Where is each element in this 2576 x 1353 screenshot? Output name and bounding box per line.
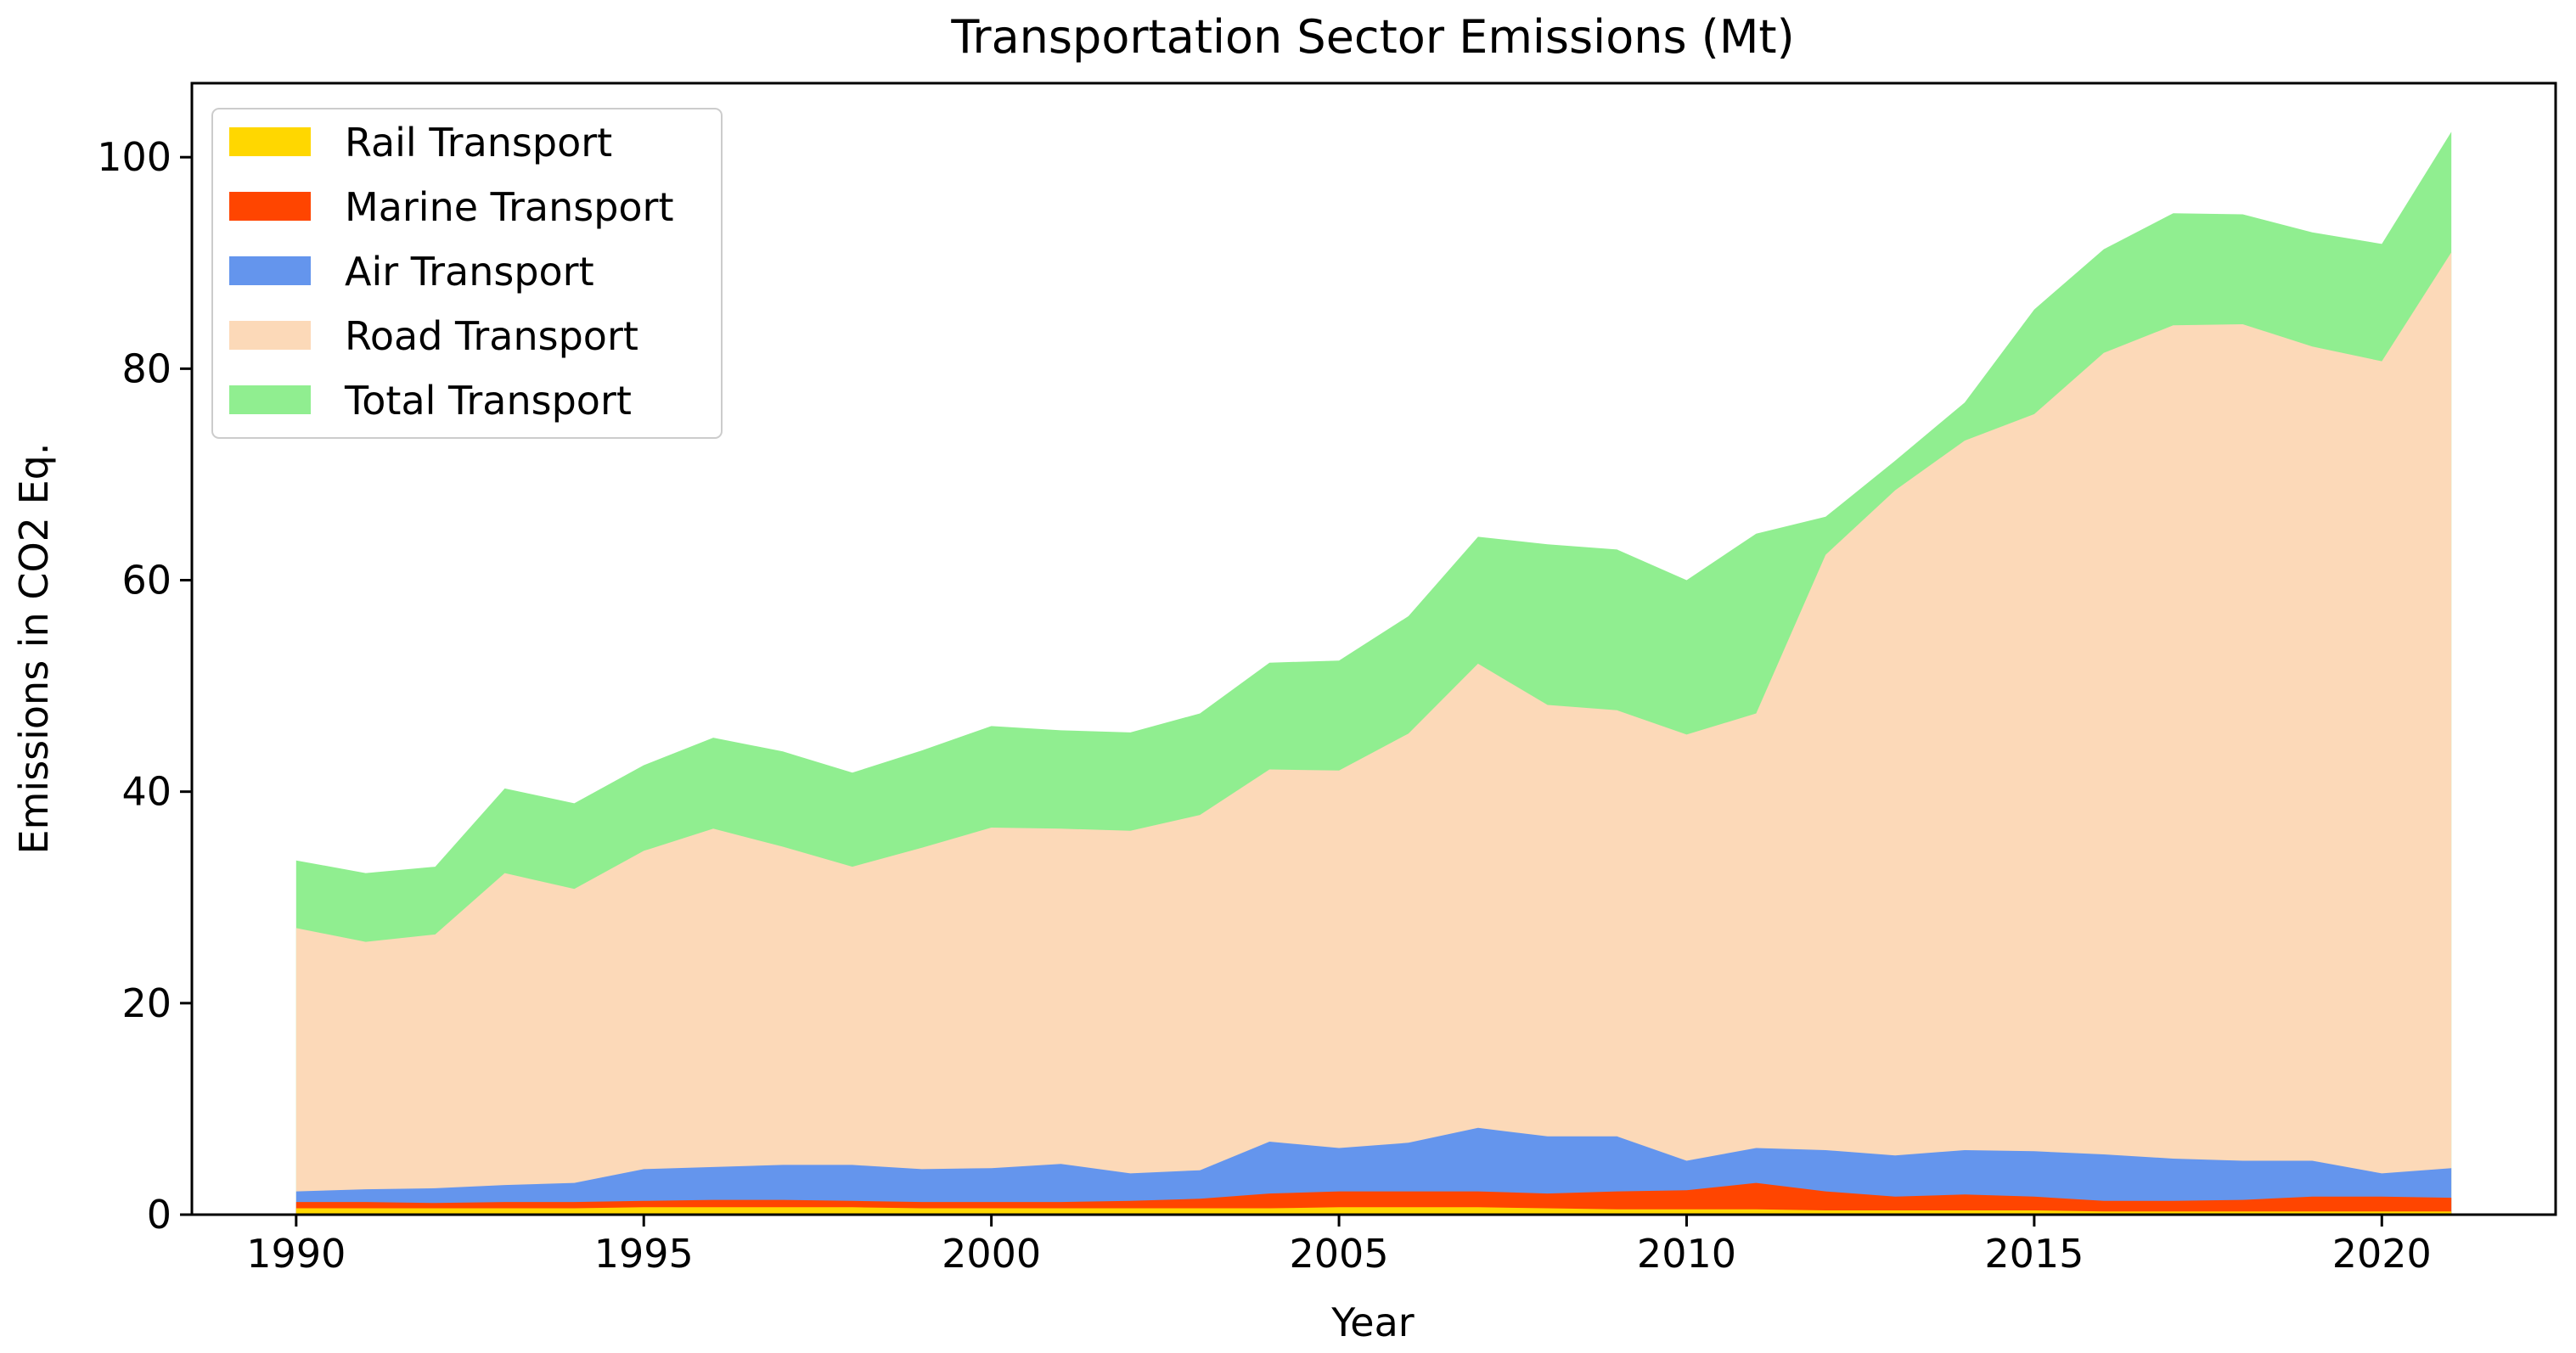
x-tick-label: 2005 <box>1290 1231 1389 1277</box>
y-tick-label: 40 <box>121 769 172 815</box>
area-rail-transport <box>295 1207 2452 1215</box>
x-tick-label: 2015 <box>1984 1231 2084 1277</box>
area-marine-transport <box>295 1182 2452 1215</box>
y-tick-label: 0 <box>147 1192 172 1238</box>
legend-swatch-total-transport <box>229 385 311 414</box>
y-axis-label: Emissions in CO2 Eq. <box>11 443 57 855</box>
y-axis-ticks: 0 20 40 60 80 100 <box>97 134 192 1238</box>
legend-swatch-marine-transport <box>229 192 311 221</box>
area-road-transport <box>295 252 2452 1215</box>
legend-box <box>211 108 723 439</box>
legend-label-marine-transport: Marine Transport <box>345 184 674 230</box>
plot-frame <box>190 81 2557 1216</box>
x-tick-label: 1995 <box>594 1231 694 1277</box>
legend-label-road-transport: Road Transport <box>345 313 638 359</box>
x-axis-label: Year <box>1330 1300 1414 1345</box>
y-tick-label: 100 <box>97 134 172 180</box>
x-axis-ticks: 1990 1995 2000 2005 2010 2015 2020 <box>246 1215 2432 1277</box>
series-areas <box>295 132 2452 1215</box>
legend-swatch-air-transport <box>229 256 311 285</box>
x-tick-label: 2010 <box>1637 1231 1736 1277</box>
y-tick-label: 20 <box>121 980 172 1026</box>
legend-label-rail-transport: Rail Transport <box>345 120 612 166</box>
x-tick-label: 2020 <box>2332 1231 2432 1277</box>
legend-label-total-transport: Total Transport <box>344 378 632 424</box>
legend-swatch-rail-transport <box>229 127 311 156</box>
legend-label-air-transport: Air Transport <box>345 249 594 295</box>
area-air-transport <box>295 1127 2452 1215</box>
y-tick-label: 60 <box>121 558 172 604</box>
chart-title: Transportation Sector Emissions (Mt) <box>950 10 1794 64</box>
x-tick-label: 2000 <box>942 1231 1041 1277</box>
x-tick-label: 1990 <box>246 1231 346 1277</box>
legend: Rail Transport Marine Transport Air Transp… <box>211 108 723 439</box>
y-tick-label: 80 <box>121 345 172 391</box>
legend-swatch-road-transport <box>229 321 311 350</box>
